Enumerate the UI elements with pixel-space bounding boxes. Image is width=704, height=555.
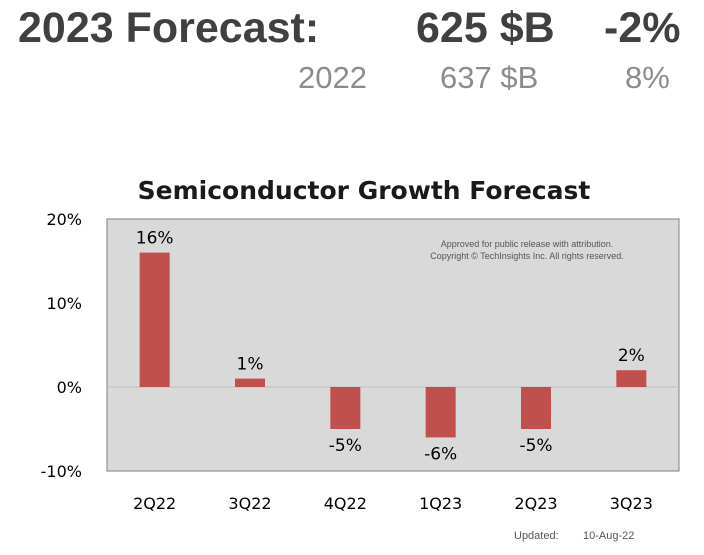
forecast-change: -2% [604,4,681,52]
x-tick-label: 3Q23 [610,494,653,513]
prior-value: 637 $B [440,60,539,95]
chart-title: Semiconductor Growth Forecast [138,176,591,205]
x-tick-label: 2Q22 [133,494,176,513]
data-label: -6% [424,444,457,464]
data-label: -5% [519,436,552,456]
forecast-value: 625 $B [416,4,555,52]
forecast-header: 2023 Forecast: 625 $B -2% [0,2,704,54]
updated-date: 10-Aug-22 [583,530,635,542]
bar-3Q22 [235,378,265,387]
copyright-line-1: Approved for public release with attribu… [441,239,614,249]
y-tick-label: 0% [57,378,82,397]
bar-4Q22 [330,387,361,429]
plot-area [106,218,680,472]
prior-year-row: 2022 637 $B 8% [0,56,704,100]
copyright-line-2: Copyright © TechInsights Inc. All rights… [430,251,624,261]
x-tick-label: 1Q23 [419,494,462,513]
y-tick-label: 10% [46,294,82,313]
updated-stamp: Updated: 10-Aug-22 [0,530,704,548]
bar-2Q22 [139,252,170,387]
y-tick-label: -10% [41,462,82,481]
x-tick-label: 2Q23 [514,494,557,513]
bar-1Q23 [425,387,456,438]
x-tick-label: 3Q22 [228,494,271,513]
prior-year: 2022 [298,60,367,95]
data-label: 2% [618,346,645,366]
data-label: -5% [329,436,362,456]
bar-2Q23 [521,387,551,429]
prior-change: 8% [625,60,670,95]
bar-3Q23 [616,370,647,387]
y-tick-label: 20% [46,210,82,229]
data-label: 1% [237,355,264,375]
x-tick-label: 4Q22 [324,494,367,513]
updated-label: Updated: [514,530,559,542]
data-label: 16% [136,229,174,249]
forecast-label: 2023 Forecast: [18,4,320,52]
